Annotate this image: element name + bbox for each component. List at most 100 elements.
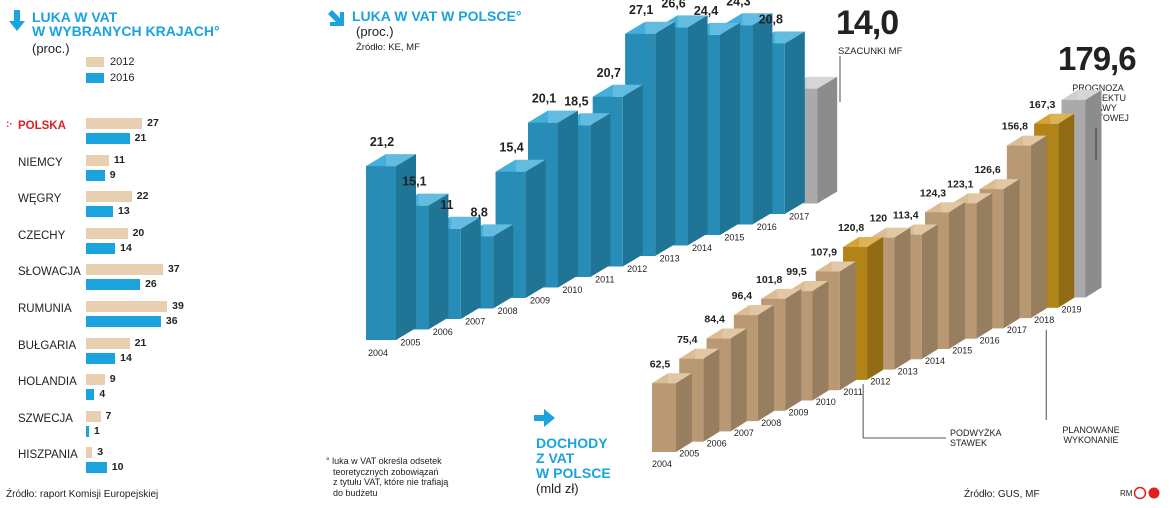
highlight-marker: :· (6, 119, 13, 130)
revenue-value-label: 124,3 (920, 187, 946, 199)
planned-label-line: PLANOWANE (1062, 425, 1120, 435)
year-label: 2012 (627, 264, 647, 274)
year-label: 2017 (1007, 325, 1027, 335)
revenue-value-label: 84,4 (704, 314, 725, 326)
bar-value-label: 4 (99, 388, 106, 401)
revenue-value-label: 126,6 (974, 164, 1000, 176)
year-label: 2015 (952, 346, 972, 356)
bar-2016 (86, 462, 107, 474)
gap-value-label: 8,8 (471, 205, 488, 219)
year-label: 2012 (870, 377, 890, 387)
bar-2012 (86, 118, 143, 129)
bar-2012 (86, 264, 163, 276)
bar-2016 (86, 316, 161, 327)
country-label: SŁOWACJA (18, 266, 81, 279)
year-label: 2019 (1061, 305, 1081, 315)
gap-value-label: 21,2 (370, 135, 394, 149)
year-label: 2008 (498, 306, 518, 316)
bar-value-label: 21 (134, 132, 147, 144)
bar-2016 (86, 279, 141, 291)
rate-increase-line: PODWYŻKA (950, 428, 1002, 438)
year-label: 2004 (652, 459, 672, 469)
bar-2012 (86, 374, 105, 386)
year-label: 2005 (400, 338, 420, 348)
year-label: 2011 (843, 387, 862, 397)
arrow-down-icon (9, 10, 25, 31)
year-label: 2006 (707, 438, 727, 448)
revenue-value-label: 107,9 (811, 247, 837, 259)
country-label: SZWECJA (18, 412, 73, 425)
country-label: CZECHY (18, 229, 66, 242)
bar-2016 (86, 352, 116, 364)
vat-gap-chart (366, 13, 838, 340)
gap-value-label: 15,1 (402, 175, 426, 189)
bar-2016 (86, 389, 95, 401)
bar-value-label: 1 (94, 424, 100, 437)
gap-value-label: 26,6 (661, 0, 685, 10)
year-label: 2008 (761, 418, 781, 428)
revenue-value-label: 96,4 (732, 290, 753, 302)
bar-value-label: 14 (120, 241, 132, 254)
arrow-right-icon (534, 409, 555, 427)
rate-increase-line: STAWEK (950, 438, 988, 448)
planned-label: PLANOWANE WYKONANIE (1058, 425, 1124, 445)
bar-value-label: 36 (165, 315, 178, 327)
country-label: HISZPANIA (18, 449, 78, 462)
right-source: Źródło: GUS, MF (964, 489, 1040, 500)
year-label: 2017 (789, 212, 809, 222)
rate-increase-label: PODWYŻKA STAWEK (950, 428, 1002, 448)
revenue-value-label: 101,8 (756, 274, 782, 286)
revenue-value-label: 113,4 (893, 210, 919, 222)
revenue-value-label: 120,8 (838, 222, 864, 234)
country-label: BUŁGARIA (18, 339, 77, 352)
forecast-label-line: PROGNOZA (1072, 83, 1124, 93)
footnote-line: do budżetu (333, 487, 378, 498)
year-label: 2013 (898, 366, 918, 376)
bar-2016 (86, 169, 105, 181)
bar-value-label: 14 (120, 351, 132, 364)
gap-value-label: 20,8 (759, 12, 783, 26)
year-label: 2005 (679, 449, 699, 459)
gap-value-label: 24,3 (726, 0, 750, 8)
bar-value-label: 21 (134, 336, 147, 349)
footnote: ° luka w VAT określa odsetek teoretyczny… (326, 456, 448, 498)
legend-swatch-2016 (86, 73, 104, 83)
footnote-line: teoretycznych zobowiązań (333, 466, 439, 477)
right-title-line: DOCHODY (536, 435, 608, 451)
bar-value-label: 9 (109, 168, 116, 181)
revenue-value-label: 75,4 (677, 334, 698, 346)
middle-title: LUKA W VAT W POLSCE° (352, 8, 522, 24)
year-label: 2010 (562, 285, 582, 295)
estimate-value: 14,0 (836, 4, 899, 42)
legend-label-2012: 2012 (110, 56, 135, 68)
bar-value-label: 26 (145, 278, 157, 291)
year-label: 2007 (734, 428, 754, 438)
revenue-bar (652, 373, 692, 452)
bar-2012 (86, 337, 130, 349)
revenue-value-label: 156,8 (1002, 121, 1028, 133)
bar-value-label: 20 (132, 226, 145, 239)
bar-value-label: 13 (118, 205, 130, 218)
year-label: 2014 (692, 243, 712, 253)
estimate-label: SZACUNKI MF (838, 46, 903, 57)
planned-label-line: WYKONANIE (1063, 435, 1119, 445)
year-label: 2016 (757, 222, 777, 232)
year-label: 2016 (980, 335, 1000, 345)
revenue-value-label: 167,3 (1029, 99, 1055, 111)
country-label: WĘGRY (18, 193, 62, 206)
bar-2012 (86, 410, 101, 422)
forecast-value: 179,6 (1058, 40, 1137, 77)
left-title-line1: LUKA W VAT (32, 9, 118, 25)
bar-value-label: 9 (109, 373, 116, 386)
bar-value-label: 7 (105, 409, 112, 422)
gap-value-label: 20,7 (597, 66, 621, 80)
bar-2012 (86, 447, 93, 459)
year-label: 2014 (925, 356, 945, 366)
year-label: 2006 (433, 327, 453, 337)
vat-revenue-chart (652, 89, 1102, 452)
year-label: 2015 (724, 233, 744, 243)
year-label: 2011 (595, 275, 614, 285)
gap-value-label: 27,1 (629, 3, 653, 17)
footnote-line: ° luka w VAT określa odsetek (326, 456, 442, 466)
